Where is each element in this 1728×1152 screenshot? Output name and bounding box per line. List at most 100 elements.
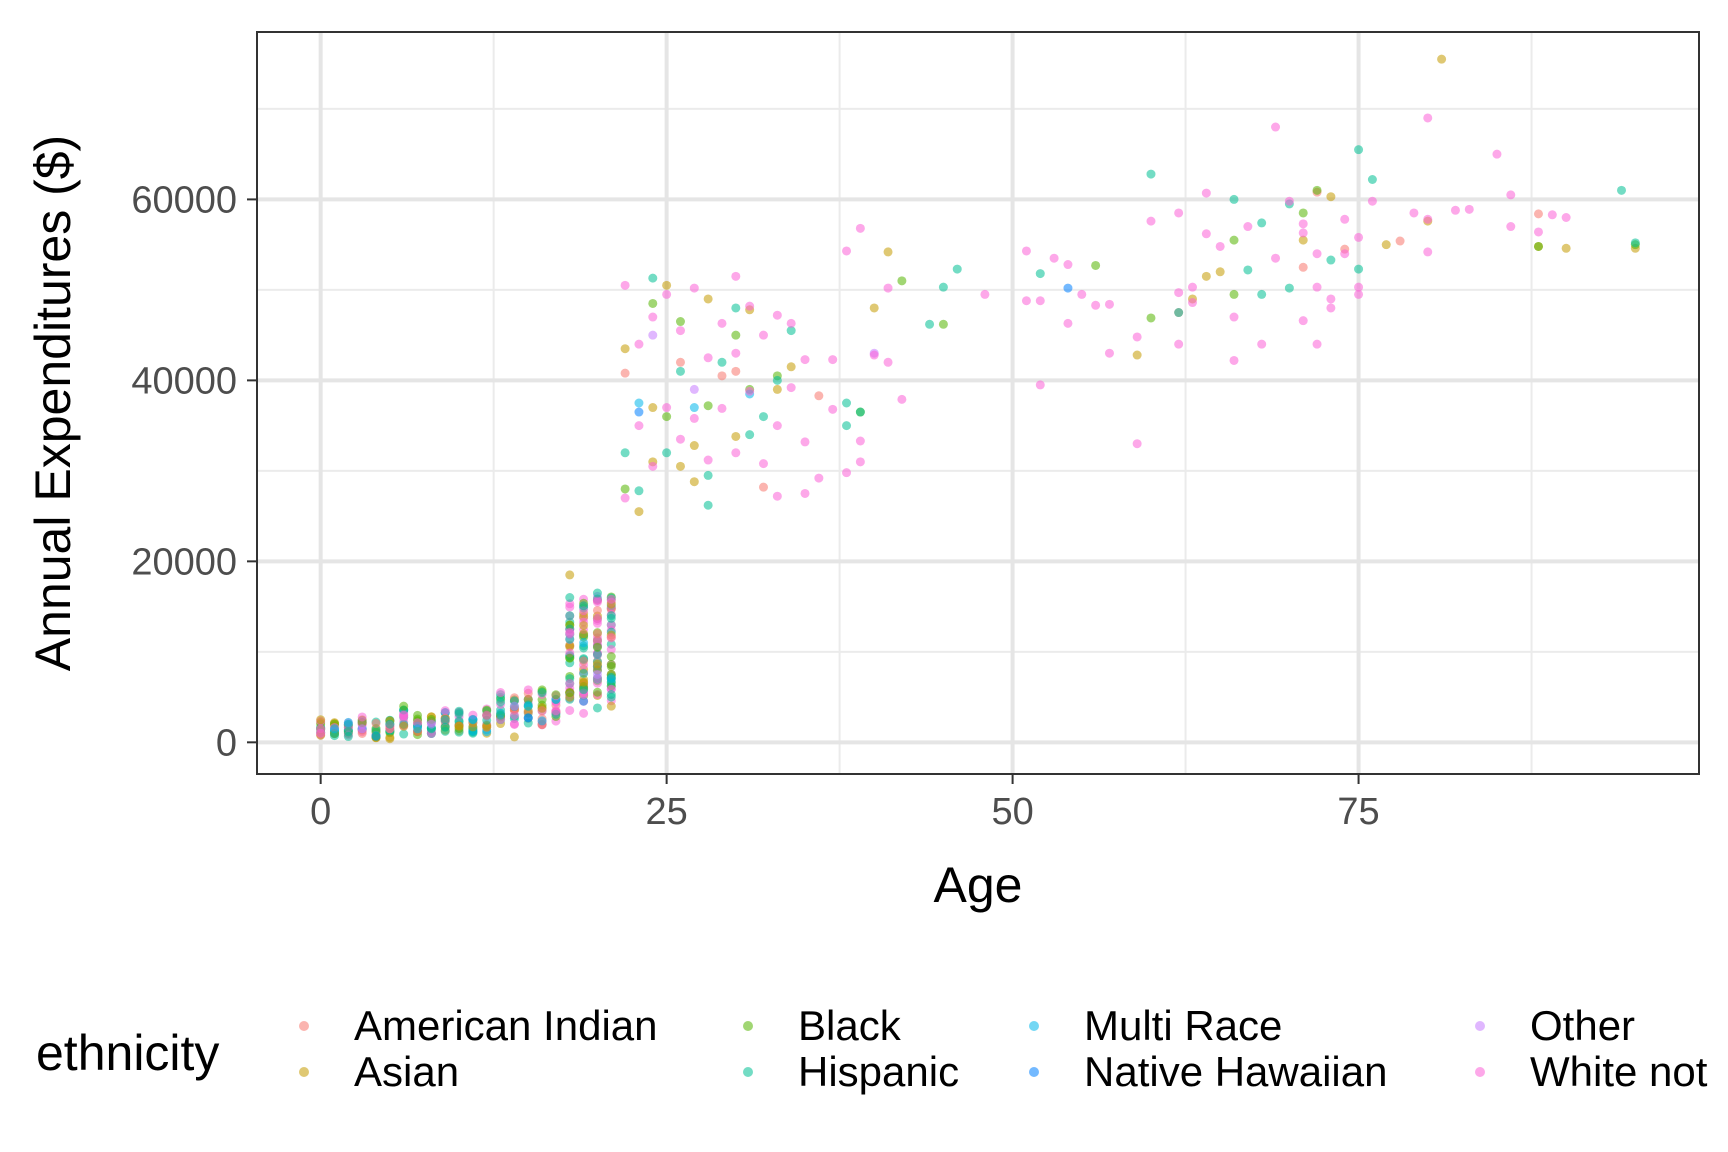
x-axis-ticks: 0 25 50 75 <box>310 774 1380 833</box>
point-white-not <box>1188 298 1198 308</box>
point-american-indian <box>620 368 630 378</box>
point-hispanic <box>606 611 616 621</box>
point-hispanic <box>717 357 727 367</box>
point-american-indian <box>579 656 589 666</box>
point-white-not <box>1298 219 1308 229</box>
point-white-not <box>1021 246 1031 256</box>
point-asian <box>883 247 893 257</box>
legend-key-white-not <box>1475 1067 1485 1077</box>
point-white-not <box>592 613 602 623</box>
point-white-not <box>772 310 782 320</box>
point-black <box>565 653 575 663</box>
point-hispanic <box>1146 169 1156 179</box>
point-white-not <box>662 403 672 413</box>
point-black <box>938 319 948 329</box>
point-hispanic <box>343 727 353 737</box>
point-white-not <box>717 403 727 413</box>
point-white-not <box>1063 260 1073 270</box>
point-white-not <box>1284 196 1294 206</box>
point-white-not <box>1326 294 1336 304</box>
point-hispanic <box>565 611 575 621</box>
legend-key-multi-race <box>1029 1021 1039 1031</box>
point-hispanic <box>385 719 395 729</box>
point-white-not <box>1312 249 1322 259</box>
point-asian <box>1437 54 1447 64</box>
point-white-not <box>1423 247 1433 257</box>
legend-label: Native Hawaiian <box>1084 1048 1387 1095</box>
point-white-not <box>703 455 713 465</box>
point-white-not <box>1035 380 1045 390</box>
point-hispanic <box>745 430 755 440</box>
point-black <box>565 688 575 698</box>
y-tick-label: 0 <box>216 722 237 764</box>
point-asian <box>509 732 519 742</box>
point-hispanic <box>703 500 713 510</box>
point-native-hawaiian <box>1063 283 1073 293</box>
point-white-not <box>440 706 450 716</box>
point-american-indian <box>606 632 616 642</box>
point-white-not <box>1340 214 1350 224</box>
point-white-not <box>1271 122 1281 132</box>
point-hispanic <box>592 588 602 598</box>
point-asian <box>634 507 644 517</box>
point-black <box>551 690 561 700</box>
point-american-indian <box>537 706 547 716</box>
point-white-not <box>897 394 907 404</box>
point-white-not <box>1547 210 1557 220</box>
point-multi-race <box>606 674 616 684</box>
point-native-hawaiian <box>634 407 644 417</box>
point-white-not <box>842 246 852 256</box>
point-hispanic <box>329 731 339 741</box>
point-white-not <box>772 421 782 431</box>
point-white-not <box>731 271 741 281</box>
major-gridlines <box>257 32 1699 774</box>
point-hispanic <box>592 649 602 659</box>
point-white-not <box>1021 296 1031 306</box>
point-white-not <box>1257 339 1267 349</box>
point-white-not <box>1063 318 1073 328</box>
point-hispanic <box>648 273 658 283</box>
point-asian <box>786 362 796 372</box>
point-white-not <box>772 491 782 501</box>
point-white-not <box>1450 205 1460 215</box>
point-black <box>1146 313 1156 323</box>
point-hispanic <box>1354 145 1364 155</box>
point-black <box>1091 260 1101 270</box>
point-white-not <box>1174 208 1184 218</box>
point-white-not <box>1229 355 1239 365</box>
point-asian <box>468 722 478 732</box>
x-tick-label: 25 <box>645 791 687 833</box>
legend-key-other <box>1475 1021 1485 1031</box>
point-white-not <box>1312 282 1322 292</box>
point-white-not <box>980 289 990 299</box>
point-white-not <box>565 602 575 612</box>
point-other <box>357 724 367 734</box>
legend-label: Black <box>798 1002 902 1049</box>
point-hispanic <box>758 412 768 422</box>
point-asian <box>772 384 782 394</box>
point-native-hawaiian <box>523 713 533 723</box>
point-white-not <box>551 706 561 716</box>
point-white-not <box>509 719 519 729</box>
legend-title: ethnicity <box>36 1025 219 1081</box>
point-white-not <box>675 326 685 336</box>
point-white-not <box>606 594 616 604</box>
plot-border <box>256 31 1700 775</box>
minor-gridlines <box>257 32 1699 774</box>
legend-label: White not <box>1530 1048 1708 1095</box>
point-white-not <box>745 301 755 311</box>
point-white-not <box>1423 113 1433 123</box>
point-white-not <box>1132 332 1142 342</box>
point-white-not <box>1091 300 1101 310</box>
legend-key-native-hawaiian <box>1029 1067 1039 1077</box>
point-hispanic <box>496 710 506 720</box>
point-black <box>1533 241 1543 251</box>
x-tick-label: 0 <box>310 791 331 833</box>
point-hispanic <box>855 407 865 417</box>
point-white-not <box>1243 222 1253 232</box>
point-white-not <box>869 350 879 360</box>
point-black <box>1229 235 1239 245</box>
point-white-not <box>800 437 810 447</box>
point-other <box>592 669 602 679</box>
point-american-indian <box>758 482 768 492</box>
